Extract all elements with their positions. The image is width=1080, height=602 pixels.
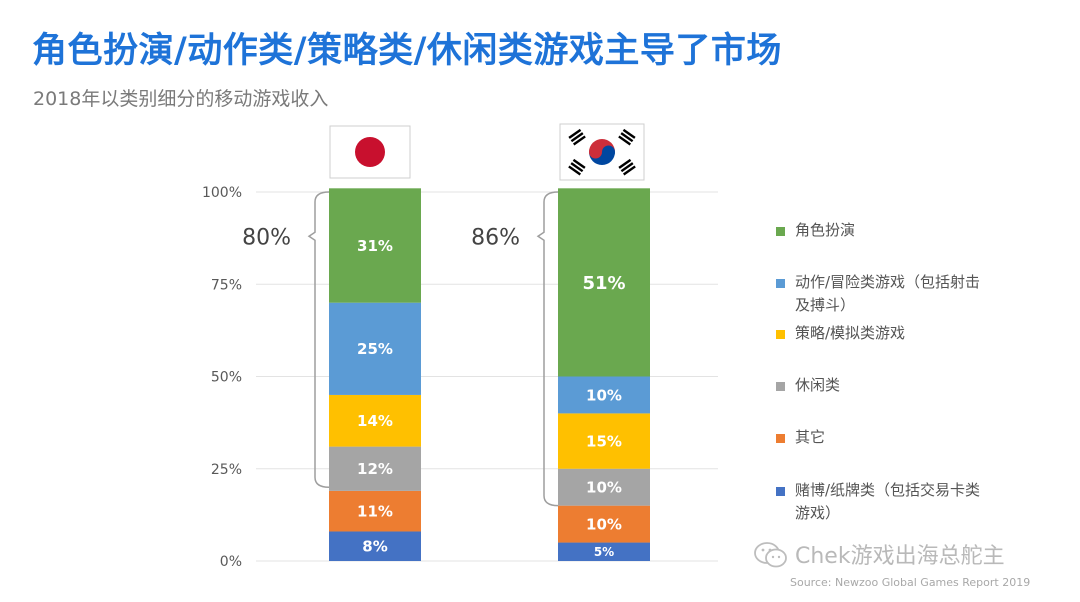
annotation-label: 86% xyxy=(471,225,520,250)
y-tick-label: 0% xyxy=(220,554,242,570)
annotation-bracket xyxy=(307,191,330,488)
legend-label-action: 动作/冒险类游戏（包括射击及搏斗） xyxy=(795,273,981,314)
data-label: 10% xyxy=(586,479,622,497)
legend-label-other: 其它 xyxy=(795,428,826,446)
bar-segment-strategy xyxy=(558,413,650,469)
watermark: Chek游戏出海总舵主 xyxy=(795,544,1005,569)
bar-segment-rpg xyxy=(558,188,650,377)
korea-trigram-bar xyxy=(622,128,636,139)
korea-trigram xyxy=(568,158,586,176)
bar-segment-action xyxy=(558,376,650,414)
korea-trigram-bar xyxy=(622,165,636,176)
page-subtitle: 2018年以类别细分的移动游戏收入 xyxy=(33,88,329,110)
legend-label-strategy: 策略/模拟类游戏 xyxy=(795,324,906,342)
legend-swatch-action xyxy=(776,279,785,288)
korea-trigram-bar xyxy=(620,132,634,143)
legend-swatch-other xyxy=(776,434,785,443)
bar-segment-other xyxy=(558,505,650,543)
korea-trigram-bar xyxy=(568,128,582,139)
y-tick-label: 50% xyxy=(211,370,242,386)
data-label: 14% xyxy=(357,412,393,430)
korea-trigram xyxy=(568,128,586,146)
korea-trigram-bar xyxy=(620,162,634,173)
y-tick-label: 100% xyxy=(202,185,242,201)
data-label: 31% xyxy=(357,237,393,255)
korea-trigram-bar xyxy=(568,165,582,176)
korea-trigram-bar xyxy=(572,135,586,146)
korea-trigram-bar xyxy=(572,158,586,169)
data-label: 25% xyxy=(357,340,393,358)
bar-segment-gambling xyxy=(329,531,421,561)
wechat-icon xyxy=(754,542,787,568)
legend-swatch-casual xyxy=(776,382,785,391)
bar-segment-gambling xyxy=(558,542,650,561)
source-note: Source: Newzoo Global Games Report 2019 xyxy=(790,576,1031,589)
korea-trigram-bar xyxy=(570,162,584,173)
legend-label-rpg: 角色扮演 xyxy=(795,221,856,239)
bar-segment-strategy xyxy=(329,394,421,447)
annotation-label: 80% xyxy=(242,225,291,250)
korea-trigram-bar xyxy=(570,132,584,143)
y-tick-label: 75% xyxy=(211,277,242,293)
korea-trigram-bar xyxy=(618,135,632,146)
legend-swatch-strategy xyxy=(776,330,785,339)
data-label: 11% xyxy=(357,503,393,521)
annotation-bracket xyxy=(536,191,559,507)
bar-segment-other xyxy=(329,490,421,532)
data-label: 10% xyxy=(586,516,622,534)
data-label: 15% xyxy=(586,432,622,450)
japan-flag-disc xyxy=(355,137,385,167)
bar-segment-casual xyxy=(558,468,650,506)
korea-taeguk-blue-lobe xyxy=(602,145,615,159)
data-label: 51% xyxy=(582,273,625,294)
data-label: 5% xyxy=(594,545,614,559)
data-label: 10% xyxy=(586,386,622,404)
legend-swatch-rpg xyxy=(776,227,785,236)
data-label: 8% xyxy=(362,538,387,556)
korea-trigram-bar xyxy=(618,158,632,169)
legend-label-gambling: 赌博/纸牌类（包括交易卡类游戏） xyxy=(795,481,981,522)
korea-taeguk-red-lobe xyxy=(589,145,602,159)
legend-swatch-gambling xyxy=(776,487,785,496)
korea-trigram xyxy=(618,128,636,146)
bar-segment-rpg xyxy=(329,188,421,303)
legend-label-casual: 休闲类 xyxy=(795,376,841,394)
korea-trigram xyxy=(618,158,636,176)
bar-segment-casual xyxy=(329,446,421,491)
bar-segment-action xyxy=(329,302,421,395)
data-label: 12% xyxy=(357,460,393,478)
y-tick-label: 25% xyxy=(211,462,242,478)
page-title: 角色扮演/动作类/策略类/休闲类游戏主导了市场 xyxy=(32,31,782,71)
